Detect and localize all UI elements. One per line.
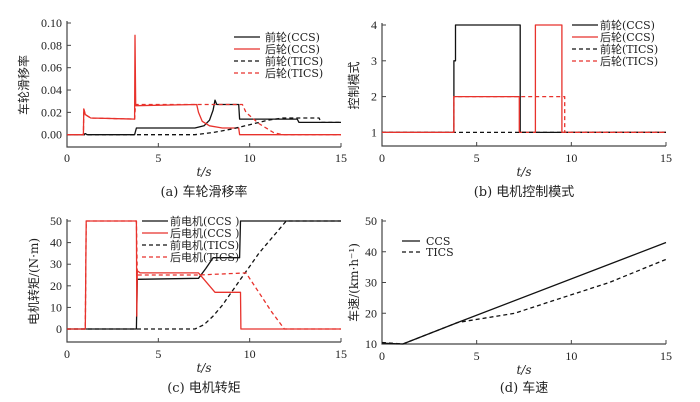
x-tick-label: 10 xyxy=(244,151,256,165)
x-axis-label: t/s xyxy=(196,165,211,179)
y-tick-label: 30 xyxy=(365,276,377,290)
legend-label: 前轮(TICS) xyxy=(600,42,658,56)
x-tick-label: 5 xyxy=(474,151,480,165)
y-tick-label: 2 xyxy=(371,90,377,104)
subplot-a: 0 5 10 15 0.00 0.02 0.04 0.06 0.08 0.10 t/s 车轮滑移率 (a… xyxy=(16,16,347,200)
y-axis-label: 车速/(km·h⁻¹) xyxy=(346,243,361,322)
series-line xyxy=(67,220,341,330)
subplot-caption: (c) 电机转矩 xyxy=(167,381,241,396)
legend-label: 前电机(CCS ) xyxy=(170,214,239,228)
y-tick-label: 1 xyxy=(371,125,377,139)
subplot-b: 0 5 10 15 1 2 3 4 t/s 控制模式 (b) 电机控制模式 前轮(CCS)后轮(CCS… xyxy=(347,18,672,200)
legend-label: 前电机(TICS) xyxy=(170,238,239,252)
subplot-d: 0 5 10 15 10 20 30 40 50 t/s 车速/(km·h⁻¹) (d) 车速 CCST… xyxy=(346,214,672,396)
legend-label: 后电机(TICS) xyxy=(170,250,239,264)
axes-frame xyxy=(381,219,666,345)
subplot-caption: (a) 车轮滑移率 xyxy=(160,184,247,200)
x-tick-label: 15 xyxy=(660,151,672,165)
series-line xyxy=(67,103,341,136)
x-tick-label: 5 xyxy=(155,347,161,361)
legend-label: 前轮(CCS) xyxy=(265,30,320,44)
series-line xyxy=(382,95,666,134)
y-tick-label: 0.10 xyxy=(41,16,62,30)
y-tick-label: 40 xyxy=(365,245,377,259)
y-axis-label: 车轮滑移率 xyxy=(16,55,31,115)
x-axis-label: t/s xyxy=(516,363,531,377)
legend-label: 前轮(TICS) xyxy=(265,54,323,68)
x-axis-label: t/s xyxy=(196,361,211,375)
y-axis-label: 控制模式 xyxy=(347,61,361,109)
x-tick-label: 10 xyxy=(565,151,577,165)
y-axis-label: 电机转矩/(N·m) xyxy=(26,238,41,325)
y-tick-label: 0.00 xyxy=(41,128,62,142)
legend-label: 后轮(CCS) xyxy=(600,30,655,44)
legend-label: TICS xyxy=(426,246,454,259)
subplot-caption: (d) 车速 xyxy=(500,380,549,396)
y-tick-label: 0.08 xyxy=(41,38,62,52)
legend-label: 后轮(TICS) xyxy=(265,66,323,80)
y-tick-label: 0 xyxy=(56,322,62,336)
subplot-c: 0 5 10 15 0 10 20 30 40 50 t/s 电机转矩/(N·m) (c) 电机转矩前电… xyxy=(26,214,347,396)
legend-label: 后电机(CCS ) xyxy=(170,226,239,240)
y-tick-label: 30 xyxy=(50,257,62,271)
x-axis-label: t/s xyxy=(516,165,531,179)
y-tick-label: 20 xyxy=(365,306,377,320)
x-tick-label: 15 xyxy=(335,151,347,165)
series-line xyxy=(67,99,341,136)
x-tick-label: 5 xyxy=(474,349,480,363)
y-tick-label: 50 xyxy=(365,214,377,228)
x-tick-label: 10 xyxy=(565,349,577,363)
x-tick-label: 0 xyxy=(64,151,70,165)
subplot-caption: (b) 电机控制模式 xyxy=(474,185,575,200)
series-line xyxy=(67,220,341,330)
y-tick-label: 0.02 xyxy=(41,105,62,119)
y-tick-label: 3 xyxy=(371,54,377,68)
y-tick-label: 0.04 xyxy=(41,83,62,97)
x-tick-label: 0 xyxy=(379,151,385,165)
x-tick-label: 0 xyxy=(379,349,385,363)
x-tick-label: 15 xyxy=(335,347,347,361)
series-line xyxy=(381,258,667,345)
x-tick-label: 5 xyxy=(155,151,161,165)
legend-label: 后轮(TICS) xyxy=(600,54,658,68)
x-tick-label: 10 xyxy=(244,347,256,361)
legend-label: CCS xyxy=(426,235,450,248)
series-line xyxy=(381,241,667,345)
x-tick-label: 0 xyxy=(64,347,70,361)
y-tick-label: 50 xyxy=(50,214,62,228)
y-tick-label: 4 xyxy=(371,18,377,32)
x-tick-label: 15 xyxy=(660,349,672,363)
y-tick-label: 10 xyxy=(50,300,62,314)
y-tick-label: 40 xyxy=(50,236,62,250)
y-tick-label: 20 xyxy=(50,279,62,293)
series-line xyxy=(382,24,666,134)
y-tick-label: 10 xyxy=(365,337,377,351)
legend-label: 前轮(CCS) xyxy=(600,18,655,32)
y-tick-label: 0.06 xyxy=(41,61,62,75)
legend-label: 后轮(CCS) xyxy=(265,42,320,56)
